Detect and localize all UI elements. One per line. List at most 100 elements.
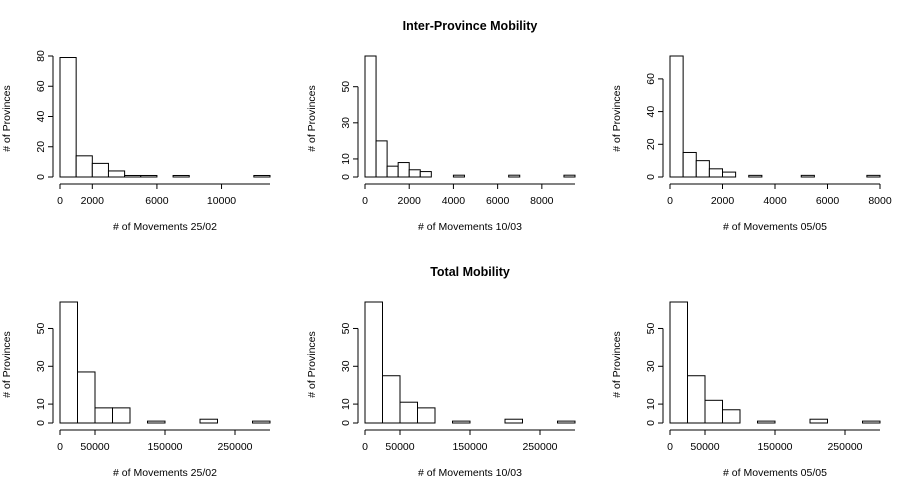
y-tick-label: 30 bbox=[645, 360, 657, 372]
x-tick-label: 50000 bbox=[385, 441, 414, 453]
y-axis-label: # of Provinces bbox=[611, 85, 623, 152]
y-tick-label: 10 bbox=[340, 153, 352, 165]
histogram-bar bbox=[452, 420, 471, 424]
histogram-bar bbox=[75, 155, 93, 178]
histogram-bar bbox=[397, 162, 410, 178]
y-tick-label: 40 bbox=[645, 106, 657, 118]
histogram-bar bbox=[107, 170, 126, 178]
title-inter-province: Inter-Province Mobility bbox=[403, 19, 538, 33]
histogram-bar bbox=[704, 399, 723, 424]
y-tick-label: 30 bbox=[340, 360, 352, 372]
histogram-bar bbox=[809, 418, 828, 424]
x-tick-label: 150000 bbox=[452, 441, 487, 453]
histogram-bar bbox=[862, 420, 881, 424]
y-tick-label: 50 bbox=[340, 81, 352, 93]
histogram-bar bbox=[708, 168, 723, 178]
x-axis-label: # of Movements 10/03 bbox=[418, 221, 522, 233]
histogram-panel-1: 0 2000 6000 10000 0 20 40 60 80 # of Movements 25… bbox=[1, 50, 271, 233]
histogram-bar bbox=[748, 174, 763, 178]
histogram-bar bbox=[695, 160, 710, 178]
title-total-mobility: Total Mobility bbox=[430, 265, 510, 279]
histogram-bar bbox=[147, 420, 166, 424]
x-tick-label: 4000 bbox=[763, 195, 787, 207]
histogram-bar bbox=[382, 375, 401, 424]
y-tick-label: 50 bbox=[645, 322, 657, 334]
histogram-panel-5: 0 50000 150000 250000 0 10 30 50 # of Movements … bbox=[306, 301, 576, 479]
x-tick-label: 2000 bbox=[398, 195, 422, 207]
x-tick-label: 0 bbox=[362, 441, 368, 453]
x-tick-label: 0 bbox=[57, 441, 63, 453]
y-tick-label: 30 bbox=[340, 117, 352, 129]
y-tick-label: 10 bbox=[340, 398, 352, 410]
histogram-panel-4: 0 50000 150000 250000 0 10 30 50 # of Movements … bbox=[1, 301, 271, 479]
histogram-bar bbox=[866, 174, 881, 178]
y-tick-label: 10 bbox=[35, 398, 47, 410]
histogram-bar bbox=[77, 371, 96, 424]
x-tick-label: 6000 bbox=[145, 195, 169, 207]
histogram-bar bbox=[557, 420, 576, 424]
x-tick-label: 4000 bbox=[442, 195, 466, 207]
y-axis-label: # of Provinces bbox=[306, 85, 318, 152]
histogram-bar bbox=[417, 407, 436, 424]
x-axis-label: # of Movements 25/02 bbox=[113, 467, 217, 479]
y-tick-label: 0 bbox=[340, 420, 352, 426]
x-tick-label: 250000 bbox=[827, 441, 862, 453]
histogram-bar bbox=[253, 174, 271, 178]
y-tick-label: 20 bbox=[645, 138, 657, 150]
histogram-panel-2: 0 2000 4000 6000 8000 0 10 30 50 # of Movements 1… bbox=[306, 55, 576, 233]
x-tick-label: 50000 bbox=[690, 441, 719, 453]
x-tick-label: 2000 bbox=[711, 195, 735, 207]
histogram-bar bbox=[91, 162, 109, 178]
histogram-bar bbox=[682, 151, 697, 178]
x-tick-label: 50000 bbox=[80, 441, 109, 453]
histogram-bar bbox=[419, 171, 432, 178]
histogram-bar bbox=[800, 174, 815, 178]
histogram-bar bbox=[140, 174, 158, 178]
y-tick-label: 60 bbox=[35, 80, 47, 92]
histogram-panel-3: 0 2000 4000 6000 8000 0 20 40 60 # of Movements 0… bbox=[611, 55, 892, 233]
x-tick-label: 10000 bbox=[207, 195, 236, 207]
histogram-bar bbox=[364, 55, 377, 178]
histogram-bar bbox=[722, 409, 741, 424]
histogram-panel-6: 0 50000 150000 250000 0 10 30 50 # of Movements … bbox=[611, 301, 881, 479]
x-axis-label: # of Movements 25/02 bbox=[113, 221, 217, 233]
histogram-bar bbox=[722, 171, 737, 178]
x-tick-label: 0 bbox=[667, 195, 673, 207]
histogram-bar bbox=[669, 301, 688, 424]
x-tick-label: 2000 bbox=[81, 195, 105, 207]
x-tick-label: 150000 bbox=[757, 441, 792, 453]
histogram-bar bbox=[408, 169, 421, 178]
x-tick-label: 0 bbox=[362, 195, 368, 207]
histogram-bar bbox=[94, 407, 113, 424]
y-tick-label: 50 bbox=[35, 322, 47, 334]
x-tick-label: 8000 bbox=[868, 195, 892, 207]
histogram-bar bbox=[452, 174, 465, 178]
histogram-bar bbox=[364, 301, 383, 424]
histogram-bar bbox=[563, 174, 576, 178]
y-tick-label: 0 bbox=[35, 174, 47, 180]
x-tick-label: 0 bbox=[667, 441, 673, 453]
histogram-bar bbox=[757, 420, 776, 424]
histogram-bar bbox=[252, 420, 271, 424]
y-tick-label: 0 bbox=[340, 174, 352, 180]
y-axis-label: # of Provinces bbox=[1, 331, 13, 398]
y-tick-label: 0 bbox=[35, 420, 47, 426]
histogram-bar bbox=[504, 418, 523, 424]
x-tick-label: 250000 bbox=[522, 441, 557, 453]
histogram-bar bbox=[199, 418, 218, 424]
y-tick-label: 80 bbox=[35, 50, 47, 62]
x-tick-label: 8000 bbox=[530, 195, 554, 207]
y-tick-label: 30 bbox=[35, 360, 47, 372]
y-axis-label: # of Provinces bbox=[306, 331, 318, 398]
histogram-bar bbox=[399, 401, 418, 424]
y-tick-label: 40 bbox=[35, 111, 47, 123]
histogram-bar bbox=[508, 174, 521, 178]
x-axis-label: # of Movements 05/05 bbox=[723, 467, 827, 479]
x-tick-label: 6000 bbox=[486, 195, 510, 207]
histogram-bar bbox=[172, 174, 190, 178]
histogram-bar bbox=[59, 57, 77, 178]
y-tick-label: 0 bbox=[645, 174, 657, 180]
histogram-bar bbox=[687, 375, 706, 424]
histogram-bar bbox=[112, 407, 131, 424]
